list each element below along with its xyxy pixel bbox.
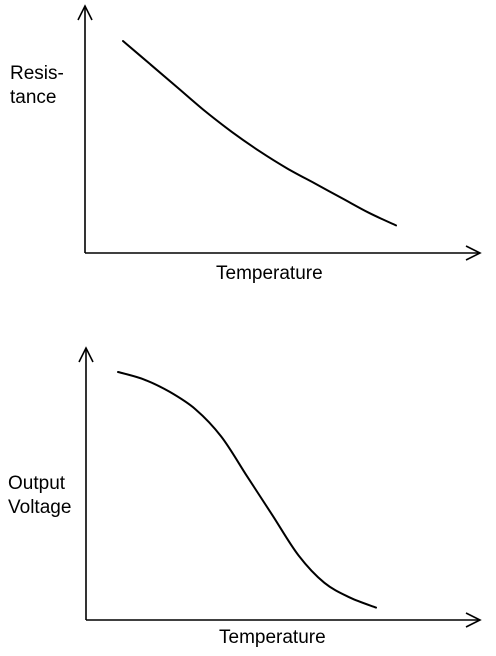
- y-axis-arrowhead: [78, 346, 94, 363]
- x-axis-arrowhead: [465, 245, 482, 261]
- output-voltage-curve: [117, 371, 377, 609]
- y-axis-label-line-2: Voltage: [8, 497, 71, 518]
- y-axis-label-line-1: Output: [8, 473, 66, 494]
- chart-output-voltage: Output Voltage Temperature: [8, 346, 482, 648]
- y-axis-label-line-2: tance: [10, 87, 56, 108]
- x-axis-arrowhead: [465, 612, 482, 628]
- chart-resistance: Resis- tance Temperature: [10, 4, 482, 284]
- x-axis-label: Temperature: [219, 627, 326, 648]
- y-axis-arrowhead: [77, 4, 93, 21]
- resistance-curve: [122, 40, 397, 227]
- x-axis-label: Temperature: [216, 263, 323, 284]
- y-axis-label-line-1: Resis-: [10, 63, 64, 84]
